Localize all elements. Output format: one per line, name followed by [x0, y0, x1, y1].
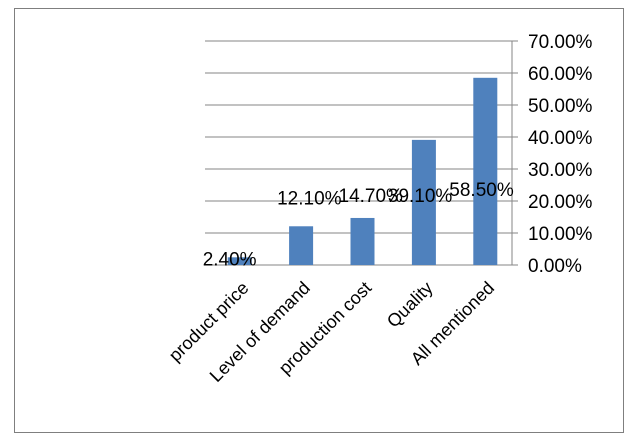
y-tick-label: 40.00%	[528, 128, 593, 149]
bar	[411, 139, 436, 265]
data-label: 2.40%	[203, 249, 257, 270]
bar	[227, 257, 252, 265]
y-tick-label: 50.00%	[528, 96, 593, 117]
bars	[227, 77, 498, 265]
data-labels: 2.40% 12.10%14.70%39.10%58.50%	[203, 180, 514, 271]
y-tick-label: 70.00%	[528, 32, 593, 53]
y-tick-label: 0.00%	[528, 256, 582, 277]
chart-frame	[14, 8, 624, 433]
data-label: 14.70%	[339, 186, 404, 207]
bar	[350, 217, 375, 265]
y-tick-label: 30.00%	[528, 160, 593, 181]
data-label: 12.10%	[277, 188, 342, 209]
category-label: Quality	[383, 278, 437, 332]
y-axis-ticks: 0.00% 10.00% 20.00% 30.00% 40.00% 50.00% 60.00…	[511, 32, 593, 277]
data-label: 39.10%	[388, 186, 453, 207]
y-tick-label: 60.00%	[528, 64, 593, 85]
y-tick-label: 10.00%	[528, 224, 593, 245]
data-label: 58.50%	[449, 180, 514, 201]
gridlines	[205, 40, 512, 266]
bar	[289, 226, 314, 265]
y-tick-label: 20.00%	[528, 192, 593, 213]
bar	[473, 77, 498, 265]
